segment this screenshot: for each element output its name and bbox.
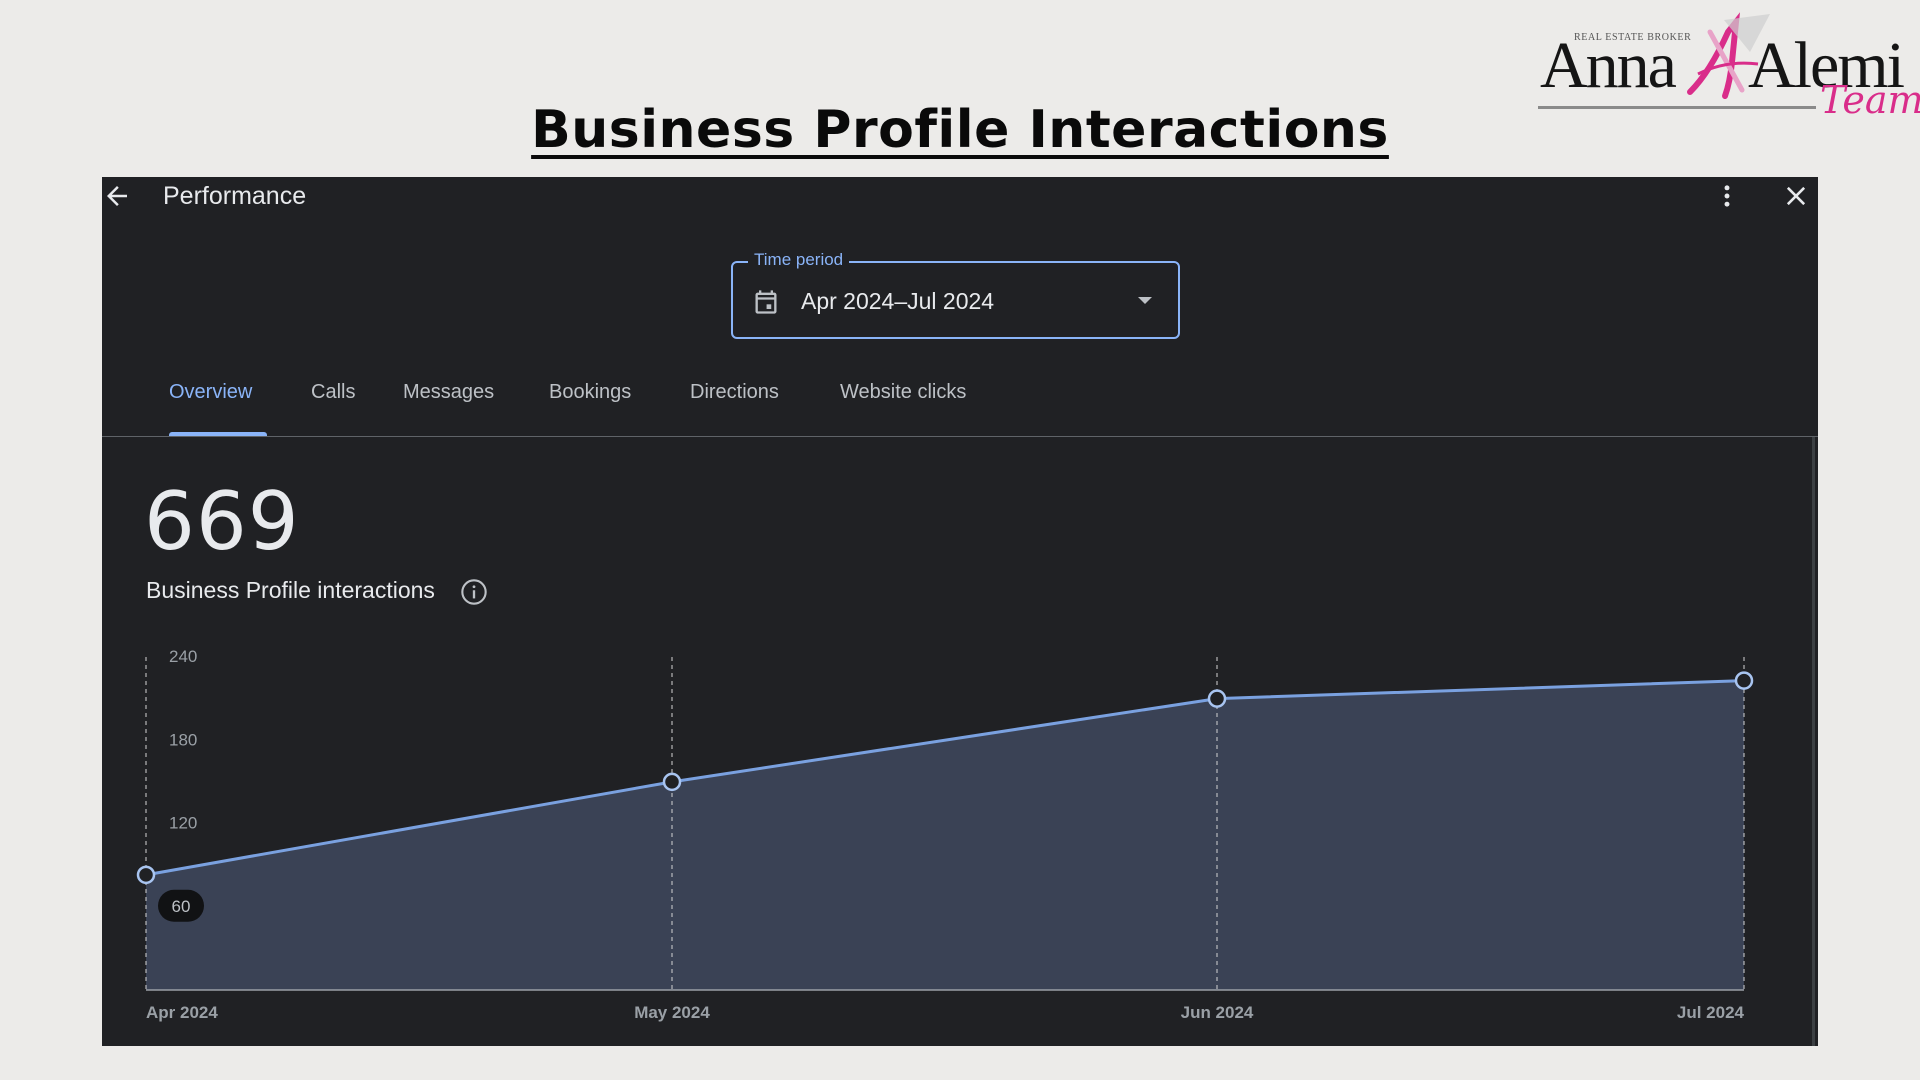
interactions-area-chart: 240 180 120 60 Apr 2024 May 2024 Jun 2024 Jul 2… [136,647,1754,1022]
logo-monogram-icon [1687,12,1770,99]
logo-last-name: Alemi [1748,29,1905,102]
chart-data-point [136,865,156,885]
logo-first-name: Anna [1540,29,1677,102]
logo-script-word: Team [1820,78,1920,122]
chart-series-line [145,679,1745,877]
tab-directions[interactable]: Directions [668,381,818,436]
slide-title: Business Profile Interactions [531,100,1389,160]
arrow-back-icon[interactable] [102,181,132,211]
tab-label: Calls [311,381,356,403]
tab-label: Messages [403,381,495,403]
chart-data-point [1207,689,1227,708]
tab-overview[interactable]: Overview [147,381,289,436]
info-icon[interactable] [460,578,488,606]
tab-label: Bookings [549,381,632,403]
close-icon[interactable] [1782,182,1810,210]
calendar-icon [755,290,777,314]
tab-label: Website clicks [840,381,967,403]
chart-data-point [1734,671,1754,690]
x-tick-label: May 2024 [634,1003,710,1022]
arrow-drop-down-icon [1138,297,1152,304]
y-tick-label: 120 [169,814,197,833]
metric-label: Business Profile interactions [146,577,435,603]
tab-messages[interactable]: Messages [381,381,527,436]
scrollbar[interactable] [1812,437,1815,1046]
more-vert-icon[interactable] [1713,182,1741,210]
chart-area-fill [146,680,1744,990]
y-tick-label: 240 [169,647,197,666]
x-tick-label: Jul 2024 [1677,1003,1745,1022]
time-period-value: Apr 2024–Jul 2024 [801,288,995,314]
metric-value: 669 [144,475,300,568]
tab-website-clicks[interactable]: Website clicks [818,381,1008,436]
x-tick-label: Apr 2024 [146,1003,218,1022]
logo-underline [1538,106,1816,109]
panel-title: Performance [163,182,307,210]
tab-divider [102,436,1818,437]
performance-panel: Performance Time period Apr 2024–Jul 202… [102,177,1818,1046]
y-tick-label: 180 [169,730,197,749]
tab-bookings[interactable]: Bookings [527,381,668,436]
active-tab-indicator [169,432,267,436]
tab-label: Overview [169,381,253,403]
y-tick-highlight [158,889,204,922]
brand-logo: REAL ESTATE BROKER Anna Alemi Team [1530,10,1920,125]
tab-label: Directions [690,381,779,403]
x-tick-label: Jun 2024 [1181,1003,1254,1022]
logo-tagline: REAL ESTATE BROKER [1574,32,1692,43]
time-period-select[interactable]: Time period Apr 2024–Jul 2024 [731,250,1180,339]
time-period-label: Time period [748,250,850,270]
y-tick-label: 60 [172,897,191,916]
chart-data-point [662,772,682,792]
tab-calls[interactable]: Calls [289,381,381,436]
